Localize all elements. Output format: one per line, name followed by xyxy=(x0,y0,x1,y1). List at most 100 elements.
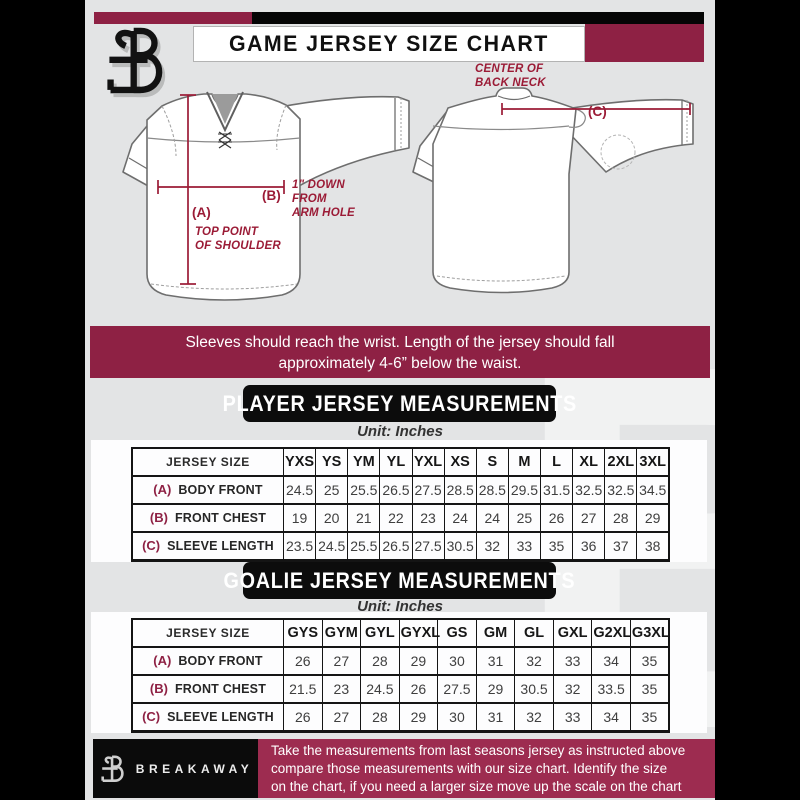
value-cell: 32.5 xyxy=(604,475,638,505)
value-cell: 26 xyxy=(283,646,323,676)
header-accent-strip xyxy=(94,12,252,24)
table-row: (C) SLEEVE LENGTH 23.5 24.5 25.5 26.5 27.5 30.5… xyxy=(131,531,670,562)
goalie-measurements-table: JERSEY SIZE GYS GYM GYL GYXL GS GM GL GXL G2XL G3X… xyxy=(131,618,670,733)
value-cell: 21.5 xyxy=(283,674,323,704)
value-cell: 31.5 xyxy=(539,475,574,505)
title-box: GAME JERSEY SIZE CHART xyxy=(193,26,585,62)
label-a: (A) xyxy=(192,205,211,220)
front-jersey-diagram xyxy=(122,91,410,301)
table-row: (B) FRONT CHEST 19 20 21 22 23 24 24 25 26 27 28 29 xyxy=(131,503,670,533)
value-cell: 26 xyxy=(398,674,439,704)
measurements-table: JERSEY SIZE GYS GYM GYL GYXL GS GM GL GXL G2XL G3X… xyxy=(131,618,670,733)
table-row: (A) BODY FRONT 26 27 28 29 30 31 32 33 34 35 xyxy=(131,646,670,676)
collar-lace xyxy=(218,131,232,149)
value-cell: 25.5 xyxy=(347,531,381,562)
size-column-header: GYS xyxy=(283,618,323,648)
value-cell: 24 xyxy=(443,503,477,533)
table-row: (C) SLEEVE LENGTH 26 27 28 29 30 31 32 33 34 35 xyxy=(131,702,670,733)
row-label: (C) SLEEVE LENGTH xyxy=(131,702,284,733)
size-column-header: G2XL xyxy=(591,618,631,648)
value-cell: 28 xyxy=(360,646,400,676)
size-column-header: GYL xyxy=(360,618,400,648)
page-title: GAME JERSEY SIZE CHART xyxy=(229,31,549,56)
value-cell: 32 xyxy=(552,674,593,704)
size-column-header: GL xyxy=(514,618,554,648)
value-cell: 35 xyxy=(629,674,670,704)
value-cell: 26.5 xyxy=(379,475,413,505)
row-key: (C) xyxy=(142,709,161,724)
value-cell: 27.5 xyxy=(437,674,477,704)
header-accent-block xyxy=(585,24,704,62)
banner-line: Sleeves should reach the wrist. Length o… xyxy=(185,334,615,351)
value-cell: 26 xyxy=(283,702,323,733)
row-key: (A) xyxy=(153,653,172,668)
value-cell: 25 xyxy=(315,475,349,505)
size-column-header: GYXL xyxy=(398,618,440,648)
goalie-section-title: GOALIE JERSEY MEASUREMENTS xyxy=(223,567,576,593)
value-cell: 32 xyxy=(514,646,554,676)
value-cell: 29 xyxy=(398,646,439,676)
value-cell: 31 xyxy=(475,702,516,733)
size-column-header: GS xyxy=(437,618,477,648)
row-title: SLEEVE LENGTH xyxy=(167,710,274,724)
row-title: BODY FRONT xyxy=(178,654,263,668)
value-cell: 26 xyxy=(539,503,574,533)
row-title: BODY FRONT xyxy=(178,483,263,497)
footer-brand-box: BREAKAWAY xyxy=(93,739,258,798)
brand-name: BREAKAWAY xyxy=(135,761,254,776)
note-center-of-back-neck: CENTER OF BACK NECK xyxy=(475,62,546,90)
size-column-header: M xyxy=(507,447,542,477)
size-column-header: S xyxy=(475,447,509,477)
row-label: (B) FRONT CHEST xyxy=(131,674,284,704)
note-line: OF SHOULDER xyxy=(195,240,281,252)
value-cell: 27 xyxy=(572,503,606,533)
row-key: (A) xyxy=(153,482,172,497)
value-cell: 20 xyxy=(315,503,349,533)
value-cell: 32 xyxy=(514,702,554,733)
size-column-header: 3XL xyxy=(636,447,670,477)
goalie-section-header: GOALIE JERSEY MEASUREMENTS xyxy=(224,562,575,599)
size-column-header: XL xyxy=(572,447,606,477)
value-cell: 27.5 xyxy=(411,475,445,505)
value-cell: 25.5 xyxy=(347,475,381,505)
value-cell: 35 xyxy=(629,702,670,733)
player-unit-label: Unit: Inches xyxy=(357,423,443,440)
value-cell: 27.5 xyxy=(411,531,445,562)
value-cell: 24.5 xyxy=(282,475,317,505)
row-label: (B) FRONT CHEST xyxy=(131,503,284,533)
value-cell: 28.5 xyxy=(443,475,477,505)
value-cell: 28.5 xyxy=(475,475,509,505)
row-key: (B) xyxy=(149,681,168,696)
size-column-header: YL xyxy=(379,447,413,477)
value-cell: 29 xyxy=(475,674,516,704)
note-top-point-of-shoulder: TOP POINT OF SHOULDER xyxy=(195,225,281,253)
value-cell: 27 xyxy=(321,702,362,733)
table-row: (B) FRONT CHEST 21.5 23 24.5 26 27.5 29 30.5 32 33… xyxy=(131,674,670,704)
value-cell: 34 xyxy=(591,702,631,733)
size-column-header: 2XL xyxy=(604,447,638,477)
value-cell: 30 xyxy=(437,702,477,733)
note-line: TOP POINT xyxy=(195,226,259,238)
size-column-header: YM xyxy=(347,447,381,477)
value-cell: 25 xyxy=(507,503,542,533)
value-cell: 29 xyxy=(398,702,439,733)
note-line: 1" DOWN xyxy=(292,179,345,191)
footer-line: on the chart, if you need a larger size … xyxy=(271,779,682,794)
value-cell: 37 xyxy=(604,531,638,562)
note-down-from-armhole: 1" DOWN FROM ARM HOLE xyxy=(292,178,355,220)
value-cell: 33 xyxy=(552,646,593,676)
sleeve-instructions-banner: Sleeves should reach the wrist. Length o… xyxy=(90,326,710,378)
value-cell: 22 xyxy=(379,503,413,533)
value-cell: 28 xyxy=(360,702,400,733)
value-cell: 38 xyxy=(636,531,670,562)
value-cell: 36 xyxy=(572,531,606,562)
header-black-strip xyxy=(252,12,704,24)
table-row: (A) BODY FRONT 24.5 25 25.5 26.5 27.5 28.5 28.5 2… xyxy=(131,475,670,505)
value-cell: 31 xyxy=(475,646,516,676)
content-area: B GAME JERSEY SIZE CHART xyxy=(85,0,715,800)
value-cell: 29.5 xyxy=(507,475,542,505)
size-column-header: GYM xyxy=(321,618,362,648)
player-measurements-table: JERSEY SIZE YXS YS YM YL YXL XS S M L XL 2XL 3XL (A) B… xyxy=(131,447,670,562)
row-label: (A) BODY FRONT xyxy=(131,475,284,505)
value-cell: 19 xyxy=(282,503,317,533)
